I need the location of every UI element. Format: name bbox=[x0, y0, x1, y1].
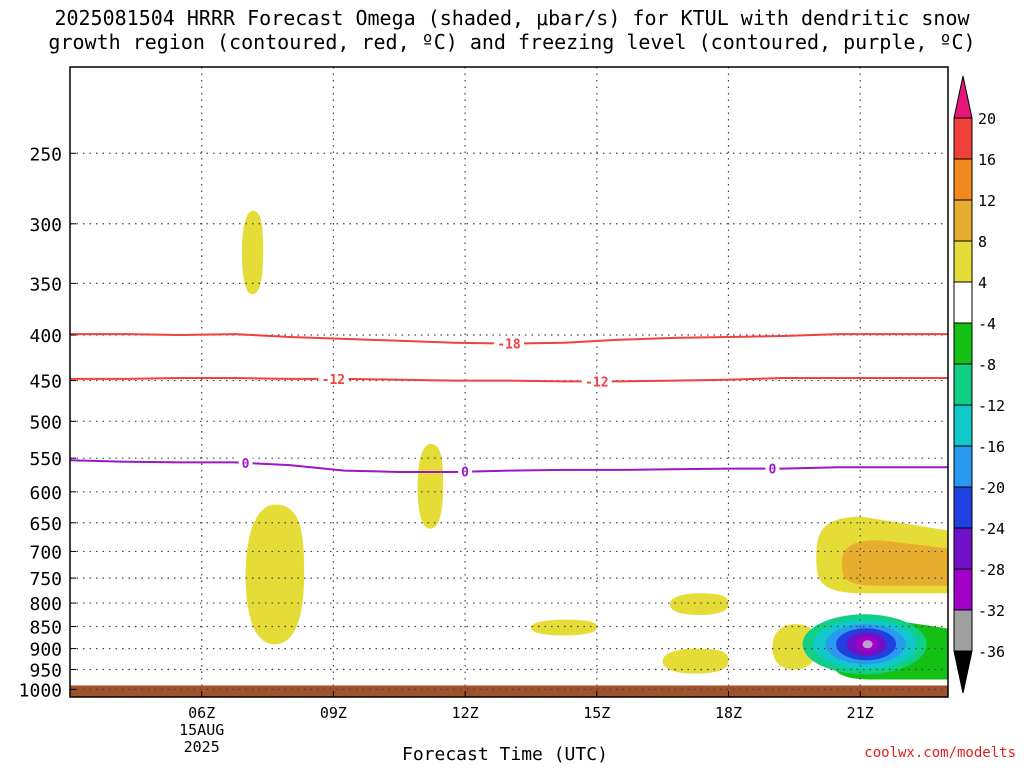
omega-region-2 bbox=[417, 443, 444, 529]
colorbar-cell bbox=[953, 568, 973, 611]
colorbar-level-label: 20 bbox=[978, 110, 996, 128]
plot-area bbox=[70, 67, 948, 697]
contour-label: 0 bbox=[242, 457, 250, 472]
omega-region-4 bbox=[669, 593, 729, 615]
colorbar-cell bbox=[953, 363, 973, 406]
omega-core-ring-6 bbox=[862, 640, 873, 649]
colorbar-bottom-arrow bbox=[953, 650, 973, 694]
contour-label-bg bbox=[318, 371, 349, 386]
colorbar-cell bbox=[953, 199, 973, 242]
omega-region-1 bbox=[245, 504, 305, 645]
colorbar-level-label: 8 bbox=[978, 233, 987, 251]
credit-text: coolwx.com/modelts bbox=[864, 745, 1016, 761]
contour-label: 0 bbox=[461, 466, 469, 481]
omega-region-0 bbox=[241, 210, 264, 295]
omega-region-3 bbox=[530, 619, 597, 636]
colorbar-top-arrow bbox=[953, 75, 973, 119]
x-tick-label: 06Z bbox=[188, 704, 215, 722]
y-tick-label: 300 bbox=[29, 215, 62, 236]
y-tick-label: 600 bbox=[29, 483, 62, 504]
colorbar-cell bbox=[953, 445, 973, 488]
x-date-label: 15AUG bbox=[179, 721, 224, 739]
colorbar-level-label: -32 bbox=[978, 602, 1005, 620]
colorbar-level-label: -36 bbox=[978, 643, 1005, 661]
colorbar-cell bbox=[953, 527, 973, 570]
y-tick-label: 700 bbox=[29, 542, 62, 563]
colorbar-level-label: -28 bbox=[978, 561, 1005, 579]
colorbar-cell bbox=[953, 322, 973, 365]
colorbar-level-label: -24 bbox=[978, 520, 1005, 538]
colorbar-level-label: -20 bbox=[978, 479, 1005, 497]
terrain-bar bbox=[70, 685, 948, 697]
colorbar-cell bbox=[953, 609, 973, 652]
y-tick-label: 800 bbox=[29, 594, 62, 615]
y-tick-label: 400 bbox=[29, 326, 62, 347]
x-tick-label: 12Z bbox=[452, 704, 479, 722]
contour-label-bg bbox=[494, 336, 524, 351]
contour-label: -12 bbox=[585, 375, 608, 390]
contour-label: 0 bbox=[768, 463, 776, 478]
y-tick-label: 850 bbox=[29, 617, 62, 638]
y-tick-label: 650 bbox=[29, 514, 62, 535]
colorbar-cell bbox=[953, 281, 973, 324]
colorbar-cell bbox=[953, 117, 973, 160]
contour-label: -12 bbox=[322, 373, 345, 388]
colorbar-level-label: -4 bbox=[978, 315, 996, 333]
contour-label-bg bbox=[458, 464, 473, 479]
contour-label: -18 bbox=[497, 338, 521, 353]
contour-0 bbox=[69, 459, 948, 473]
chart-title: 2025081504 HRRR Forecast Omega (shaded, … bbox=[48, 6, 976, 54]
y-tick-label: 1000 bbox=[19, 680, 62, 701]
colorbar-cell bbox=[953, 240, 973, 283]
y-tick-label: 900 bbox=[29, 640, 62, 661]
omega-region-5 bbox=[662, 648, 729, 674]
contour-label-bg bbox=[238, 455, 253, 470]
x-tick-label: 09Z bbox=[320, 704, 347, 722]
y-tick-label: 350 bbox=[29, 274, 62, 295]
y-tick-label: 950 bbox=[29, 661, 62, 682]
x-tick-label: 15Z bbox=[583, 704, 610, 722]
contour-label-bg bbox=[765, 461, 780, 476]
x-axis-label: Forecast Time (UTC) bbox=[402, 744, 608, 765]
x-tick-label: 18Z bbox=[715, 704, 742, 722]
y-tick-label: 250 bbox=[29, 144, 62, 165]
y-tick-label: 750 bbox=[29, 569, 62, 590]
colorbar-level-label: 16 bbox=[978, 151, 996, 169]
contour--12 bbox=[70, 377, 948, 383]
omega-region-8 bbox=[841, 540, 948, 586]
colorbar-cell bbox=[953, 404, 973, 447]
colorbar-level-label: -16 bbox=[978, 438, 1005, 456]
colorbar-cell bbox=[953, 158, 973, 201]
plot-frame bbox=[69, 66, 949, 698]
colorbar-level-label: -12 bbox=[978, 397, 1005, 415]
colorbar-level-label: 12 bbox=[978, 192, 996, 210]
x-tick-label: 21Z bbox=[847, 704, 874, 722]
y-tick-label: 500 bbox=[29, 412, 62, 433]
colorbar-cell bbox=[953, 486, 973, 529]
colorbar-level-label: -8 bbox=[978, 356, 996, 374]
x-date-label: 2025 bbox=[184, 738, 220, 756]
colorbar-level-label: 4 bbox=[978, 274, 987, 292]
y-tick-label: 450 bbox=[29, 372, 62, 393]
y-tick-label: 550 bbox=[29, 449, 62, 470]
contour-label-bg bbox=[581, 374, 612, 389]
